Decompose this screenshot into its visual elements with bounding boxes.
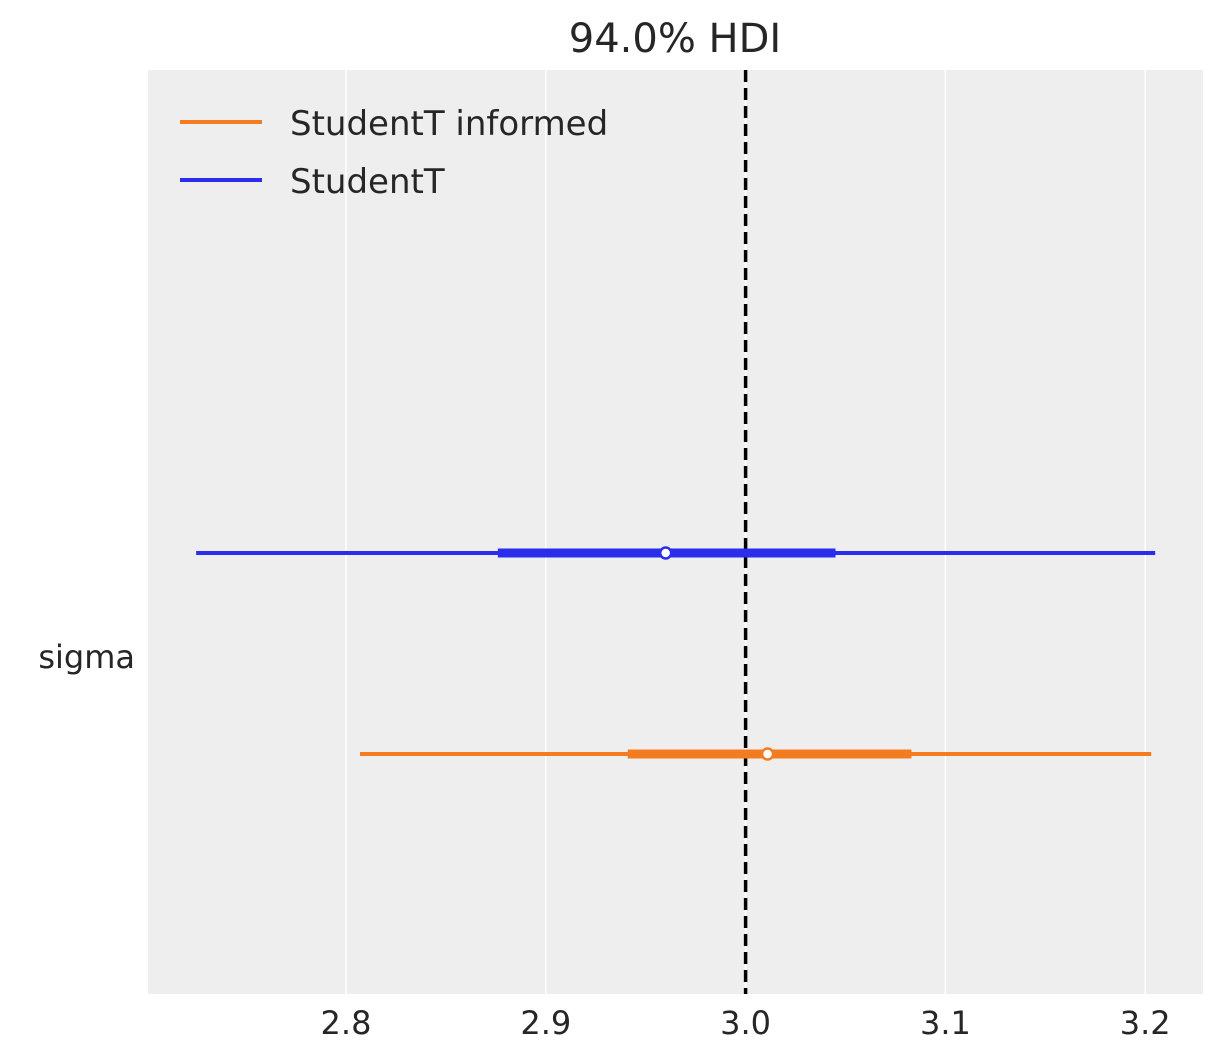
series-group — [196, 546, 1156, 761]
x-tick-label: 2.9 — [520, 1004, 571, 1042]
series-studentt-informed — [359, 747, 1152, 761]
x-tick-label: 3.2 — [1120, 1004, 1171, 1042]
plot-area — [148, 70, 1203, 994]
point-estimate — [658, 546, 673, 560]
legend-label-studentt-informed: StudentT informed — [290, 104, 608, 144]
chart-title: 94.0% HDI — [569, 16, 781, 62]
point-estimate — [760, 747, 775, 761]
x-tick-label: 3.1 — [920, 1004, 971, 1042]
y-tick-label: sigma — [38, 638, 135, 676]
x-tick-label: 2.8 — [321, 1004, 372, 1042]
series-studentt — [196, 546, 1156, 560]
legend: StudentT informed StudentT — [180, 104, 608, 202]
x-tick-label: 3.0 — [720, 1004, 771, 1042]
x-tick-labels: 2.8 2.9 3.0 3.1 3.2 — [321, 1004, 1171, 1042]
legend-label-studentt: StudentT — [290, 162, 445, 202]
